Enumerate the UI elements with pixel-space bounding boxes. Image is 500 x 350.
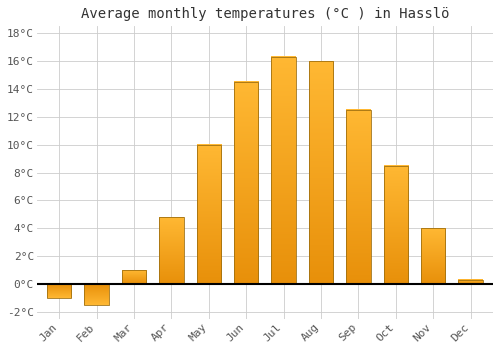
Title: Average monthly temperatures (°C ) in Hasslö: Average monthly temperatures (°C ) in Ha… (80, 7, 449, 21)
Bar (159, 217, 184, 284)
Bar (234, 82, 258, 284)
Bar (421, 228, 446, 284)
Bar (196, 145, 221, 284)
Bar (309, 61, 333, 284)
Bar (272, 57, 295, 284)
Bar (458, 280, 483, 284)
Bar (384, 166, 408, 284)
Bar (122, 270, 146, 284)
Bar (84, 284, 108, 305)
Bar (47, 284, 72, 298)
Bar (346, 110, 370, 284)
